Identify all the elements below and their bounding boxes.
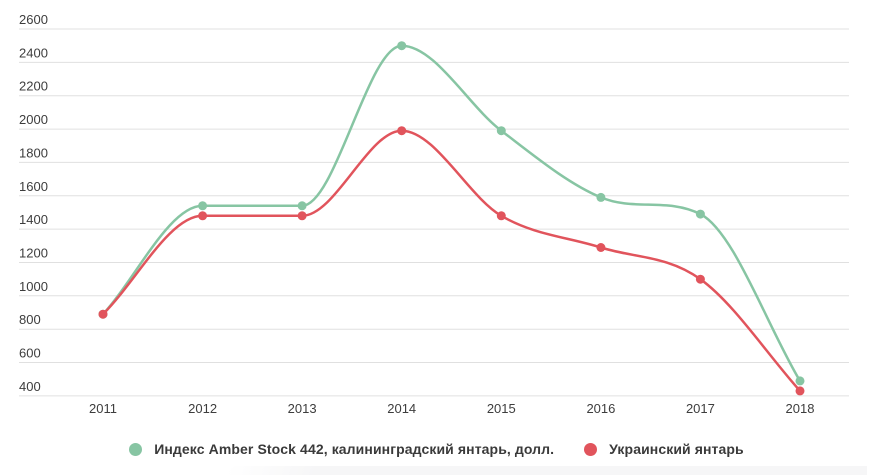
x-tick-label: 2018 <box>786 401 815 416</box>
legend-item-amber-stock-index[interactable]: Индекс Amber Stock 442, калининградский … <box>129 441 554 457</box>
data-point[interactable] <box>297 201 307 211</box>
x-tick-label: 2011 <box>89 401 117 416</box>
legend-item-ukrainian-amber[interactable]: Украинский янтарь <box>584 441 744 457</box>
legend-label-ukrainian-amber: Украинский янтарь <box>609 441 744 457</box>
data-point[interactable] <box>397 41 407 51</box>
data-point[interactable] <box>695 274 705 284</box>
legend-marker-red-circle-icon <box>584 442 598 456</box>
data-point[interactable] <box>795 376 805 386</box>
x-tick-label: 2017 <box>686 401 715 416</box>
y-tick-label: 2400 <box>19 45 48 60</box>
data-point[interactable] <box>98 309 108 319</box>
y-tick-label: 1200 <box>19 246 48 261</box>
chart-legend: Индекс Amber Stock 442, калининградский … <box>0 441 873 457</box>
data-point[interactable] <box>297 211 307 221</box>
y-tick-label: 2000 <box>19 112 48 127</box>
x-tick-label: 2014 <box>387 401 416 416</box>
data-point[interactable] <box>596 192 606 202</box>
y-tick-label: 400 <box>19 379 41 394</box>
amber-price-chart-area: 2600 2400 2200 2000 1800 1600 1400 1200 1000 800 6… <box>0 0 873 430</box>
data-point[interactable] <box>695 209 705 219</box>
data-point[interactable] <box>596 243 606 252</box>
y-tick-label: 1800 <box>19 145 48 160</box>
y-tick-label: 2200 <box>19 79 48 94</box>
legend-marker-green-circle-icon <box>129 442 143 456</box>
x-tick-label: 2012 <box>188 401 217 416</box>
data-point[interactable] <box>496 211 506 221</box>
y-tick-label: 600 <box>19 346 41 361</box>
series-line <box>101 129 802 393</box>
data-point[interactable] <box>496 126 506 136</box>
data-point[interactable] <box>198 211 208 221</box>
y-tick-label: 2600 <box>19 12 48 27</box>
y-tick-label: 1400 <box>19 212 48 227</box>
data-point[interactable] <box>397 126 407 136</box>
data-point[interactable] <box>198 201 208 211</box>
x-tick-label: 2013 <box>288 401 317 416</box>
next-section-top-edge <box>228 466 867 475</box>
data-point[interactable] <box>795 386 805 396</box>
x-tick-label: 2015 <box>487 401 516 416</box>
legend-label-amber-stock-index: Индекс Amber Stock 442, калининградский … <box>154 441 555 457</box>
y-tick-label: 800 <box>19 312 41 327</box>
amber-price-line-chart[interactable]: 2600 2400 2200 2000 1800 1600 1400 1200 1000 800 6… <box>0 0 873 430</box>
x-tick-label: 2016 <box>586 401 615 416</box>
y-tick-label: 1600 <box>19 179 48 194</box>
y-tick-label: 1000 <box>19 279 48 294</box>
